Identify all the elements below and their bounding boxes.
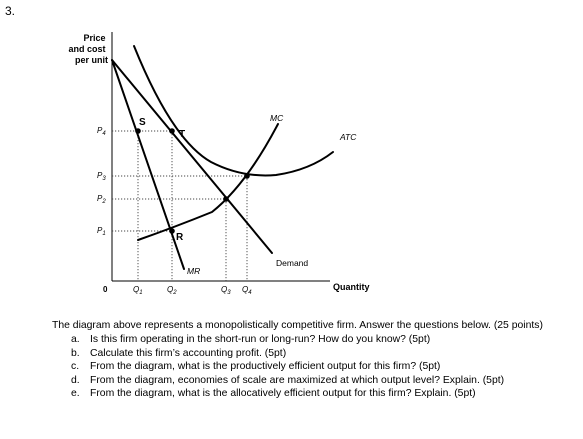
question-item: b. Calculate this firm’s accounting profi… <box>52 347 572 360</box>
question-text: The diagram above represents a monopolis… <box>52 319 572 400</box>
curve-label-atc: ATC <box>339 132 357 142</box>
price-label-p2: P2 <box>97 194 106 205</box>
demand-curve <box>111 59 273 254</box>
price-label-p4: P4 <box>97 126 106 137</box>
point-mr-mc <box>223 196 229 202</box>
curve-label-mc: MC <box>270 113 284 123</box>
quantity-label-main: Q <box>221 285 227 294</box>
y-axis-label-line: and cost <box>68 44 105 54</box>
quantity-label-sub: 2 <box>172 290 177 296</box>
quantity-label-q2: Q2 <box>167 285 177 296</box>
question-text-line: Is this firm operating in the short-run … <box>90 334 431 346</box>
atc-curve <box>133 45 334 177</box>
price-label-sub: 1 <box>102 231 105 237</box>
point-label-r: R <box>176 232 184 243</box>
price-label-p1: P1 <box>97 226 106 237</box>
mr-curve <box>111 59 185 270</box>
price-label-sub: 2 <box>101 199 106 205</box>
mc-curve <box>137 123 279 241</box>
question-letter: c. <box>71 361 80 373</box>
point-label-t: T <box>179 129 185 140</box>
quantity-label-q1: Q1 <box>133 285 143 296</box>
question-letter: b. <box>71 347 80 359</box>
quantity-label-q3: Q3 <box>221 285 231 296</box>
y-axis-label-line: Price <box>83 33 105 43</box>
question-intro: The diagram above represents a monopolis… <box>52 320 543 331</box>
quantity-label-main: Q <box>167 285 173 294</box>
question-letter: e. <box>71 388 80 400</box>
curve-label-mr: MR <box>187 266 200 276</box>
price-label-main: P <box>97 226 103 235</box>
monopolistic-competition-diagram: Price and cost per unit S T R MC ATC Dem… <box>68 32 370 296</box>
quantity-label-main: Q <box>133 285 139 294</box>
question-item: e. From the diagram, what is the allocati… <box>52 387 572 400</box>
price-label-p3: P3 <box>97 171 106 182</box>
question-list: a. Is this firm operating in the short-ru… <box>52 333 572 400</box>
question-text-line: From the diagram, what is the allocative… <box>90 388 476 400</box>
origin-label: 0 <box>103 285 108 294</box>
question-text-line: From the diagram, what is the productive… <box>90 361 441 373</box>
price-label-main: P <box>97 126 103 135</box>
point-t <box>169 128 175 134</box>
quantity-label-q4: Q4 <box>242 285 252 296</box>
y-axis-label: Price and cost per unit <box>68 33 108 65</box>
x-axis-label: Quantity <box>333 282 370 292</box>
price-label-main: P <box>97 171 103 180</box>
question-item: c. From the diagram, what is the producti… <box>52 360 572 373</box>
question-letter: d. <box>71 374 80 386</box>
question-text-line: From the diagram, economies of scale are… <box>90 374 505 386</box>
question-item: d. From the diagram, economies of scale a… <box>52 374 572 387</box>
quantity-label-main: Q <box>242 285 248 294</box>
point-s <box>135 128 141 134</box>
quantity-label-sub: 3 <box>227 290 231 296</box>
point-label-s: S <box>139 117 146 128</box>
point-atc-min <box>244 173 250 179</box>
curve-label-demand: Demand <box>276 258 308 268</box>
point-r <box>169 228 175 234</box>
question-letter: a. <box>71 334 80 346</box>
y-axis-label-line: per unit <box>75 55 108 65</box>
price-label-main: P <box>97 194 103 203</box>
question-item: a. Is this firm operating in the short-ru… <box>52 333 572 346</box>
question-number: 3. <box>5 4 16 18</box>
question-text-line: Calculate this firm’s accounting profit.… <box>90 347 287 359</box>
quantity-label-sub: 4 <box>248 290 252 296</box>
price-label-sub: 3 <box>102 176 106 182</box>
quantity-label-sub: 1 <box>139 290 142 296</box>
price-label-sub: 4 <box>102 131 106 137</box>
